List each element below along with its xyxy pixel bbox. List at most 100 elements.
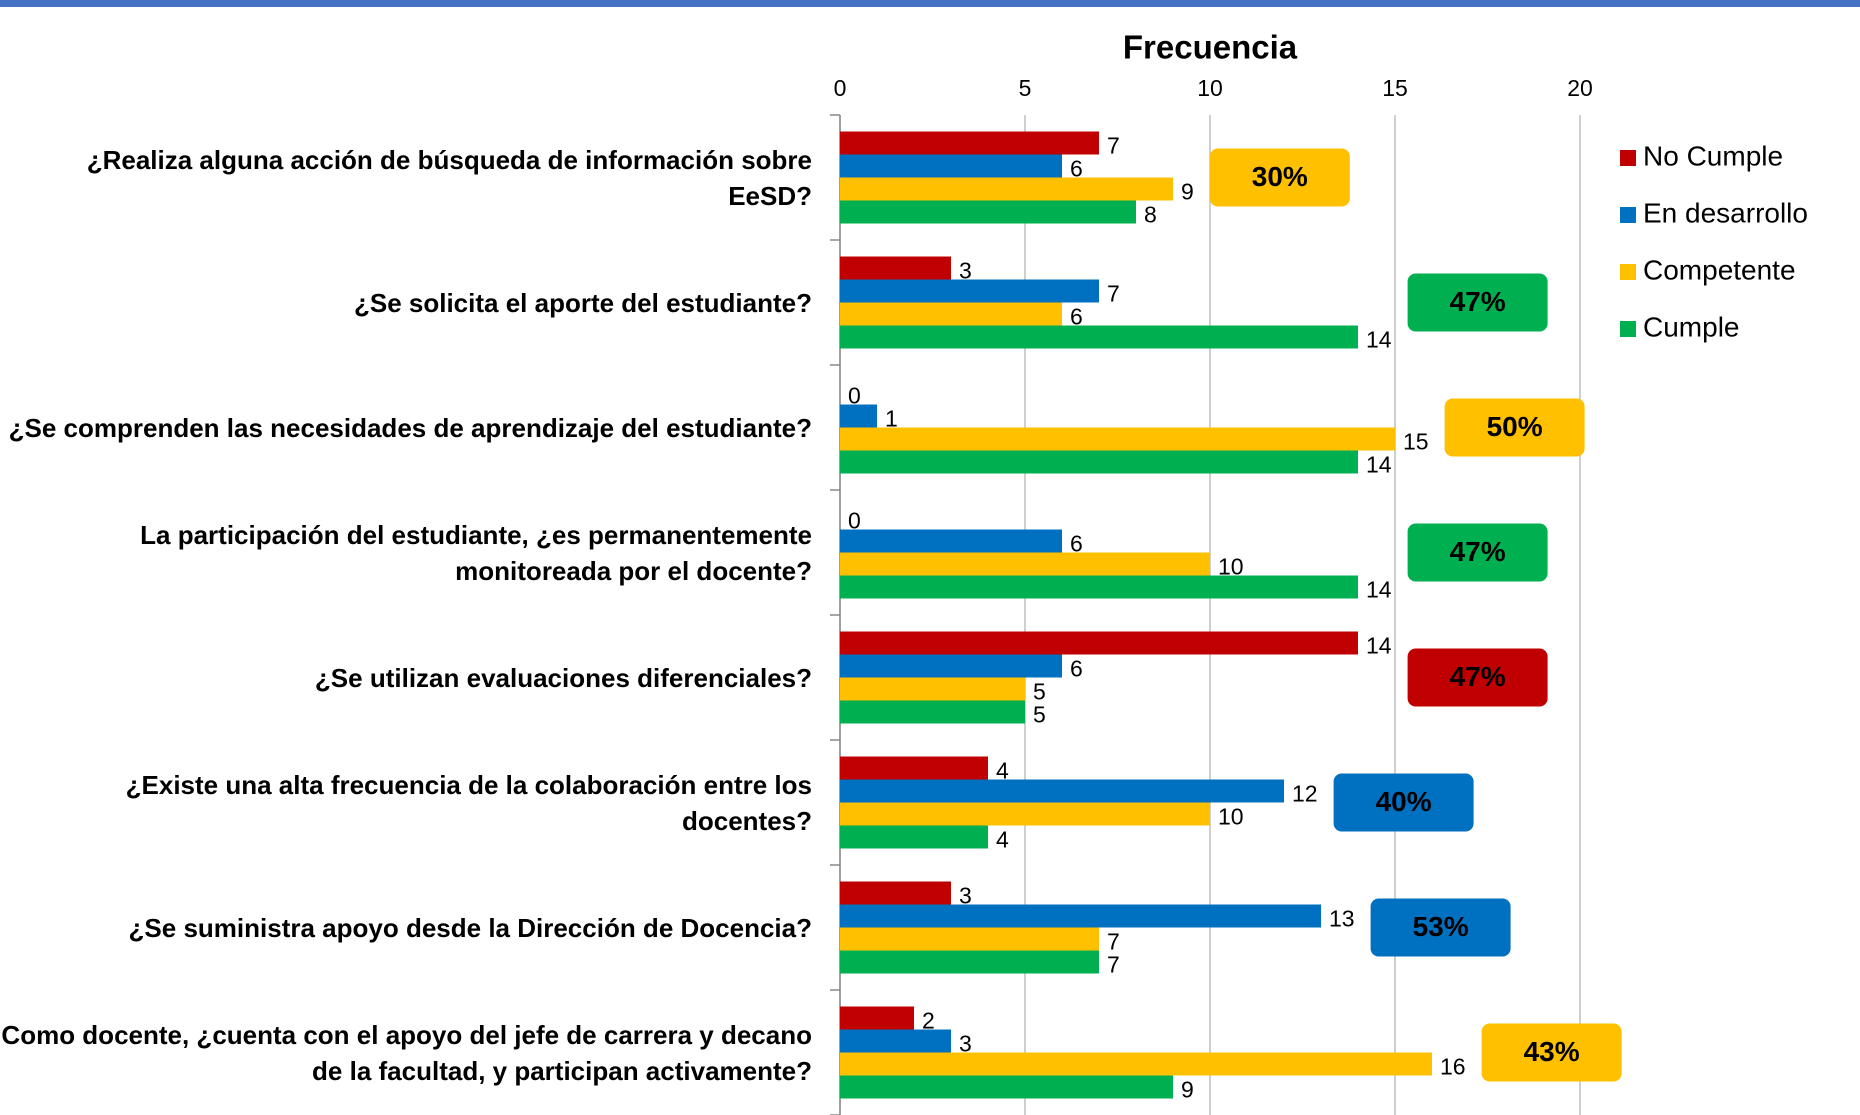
header-bar [0,0,1860,7]
bar [840,325,1358,349]
x-tick-label: 15 [1382,75,1408,101]
bar [840,756,988,780]
data-label: 0 [848,508,861,534]
data-label: 9 [1181,1077,1194,1103]
annotation-box [1333,773,1474,832]
data-label: 6 [1070,531,1083,557]
annotation: 47% [1450,286,1506,317]
data-label: 7 [1107,133,1120,159]
x-tick-label: 5 [1019,75,1032,101]
category-label: ¿Se suministra apoyo desde la Dirección … [128,912,812,943]
data-label: 3 [959,258,972,284]
data-label: 5 [1033,702,1046,728]
data-label: 8 [1144,202,1157,228]
bar [840,575,1358,599]
bar [840,779,1284,803]
bar [840,256,951,280]
legend-label: Cumple [1643,311,1739,342]
data-label: 14 [1366,577,1392,603]
data-label: 14 [1366,452,1392,478]
bar [840,404,877,428]
bar [840,1052,1432,1076]
x-tick-label: 20 [1567,75,1593,101]
bar [840,279,1099,303]
bar [840,881,951,905]
bar [840,302,1062,326]
data-label: 13 [1329,906,1355,932]
annotation-box [1444,398,1585,457]
chart-title: Frecuencia [1123,29,1298,66]
data-label: 9 [1181,179,1194,205]
bar [840,131,1099,155]
category-label: ¿Existe una alta frecuencia de la colabo… [125,769,812,836]
category-label: Como docente, ¿cuenta con el apoyo del j… [1,1019,812,1086]
bar [840,631,1358,655]
data-label: 6 [1070,156,1083,182]
annotation: 53% [1413,911,1469,942]
annotation: 30% [1252,161,1308,192]
category-label: ¿Se utilizan evaluaciones diferenciales? [314,662,812,693]
legend-label: En desarrollo [1643,197,1808,228]
annotation-box [1407,523,1548,582]
data-label: 0 [848,383,861,409]
category-label: La participación del estudiante, ¿es per… [140,519,812,586]
data-label: 1 [885,406,898,432]
data-label: 15 [1403,429,1429,455]
bar [840,450,1358,474]
annotation-box [1407,273,1548,332]
legend-swatch [1620,150,1636,166]
annotation-box [1481,1023,1622,1082]
annotation: 50% [1487,411,1543,442]
legend-label: Competente [1643,254,1796,285]
legend-swatch [1620,264,1636,280]
bar [840,825,988,849]
bar [840,700,1025,724]
x-tick-label: 10 [1197,75,1223,101]
annotation: 47% [1450,661,1506,692]
legend-swatch [1620,321,1636,337]
annotation: 43% [1524,1036,1580,1067]
legend-label: No Cumple [1643,140,1783,171]
data-label: 2 [922,1008,935,1034]
bar [840,177,1173,201]
data-label: 10 [1218,554,1244,580]
bar [840,154,1062,178]
bar [840,1075,1173,1099]
data-label: 14 [1366,327,1392,353]
data-label: 4 [996,827,1009,853]
data-label: 6 [1070,304,1083,330]
bar [840,427,1395,451]
legend-swatch [1620,207,1636,223]
data-label: 4 [996,758,1009,784]
annotation-box [1209,148,1350,207]
category-label: ¿Se comprenden las necesidades de aprend… [8,412,812,443]
data-label: 14 [1366,633,1392,659]
bar [840,552,1210,576]
data-label: 6 [1070,656,1083,682]
data-label: 5 [1033,679,1046,705]
bar [840,904,1321,928]
bar [840,654,1062,678]
bar [840,950,1099,974]
category-label: ¿Se solicita el aporte del estudiante? [353,287,812,318]
data-label: 7 [1107,952,1120,978]
bar [840,927,1099,951]
annotation-box [1370,898,1511,957]
data-label: 3 [959,1031,972,1057]
bar [840,200,1136,224]
data-label: 12 [1292,781,1318,807]
annotation: 40% [1376,786,1432,817]
data-label: 16 [1440,1054,1466,1080]
data-label: 7 [1107,929,1120,955]
data-label: 10 [1218,804,1244,830]
bar [840,529,1062,553]
bar [840,677,1025,701]
bar [840,1006,914,1030]
data-label: 3 [959,883,972,909]
annotation-box [1407,648,1548,707]
bar [840,1029,951,1053]
annotation: 47% [1450,536,1506,567]
bar [840,802,1210,826]
